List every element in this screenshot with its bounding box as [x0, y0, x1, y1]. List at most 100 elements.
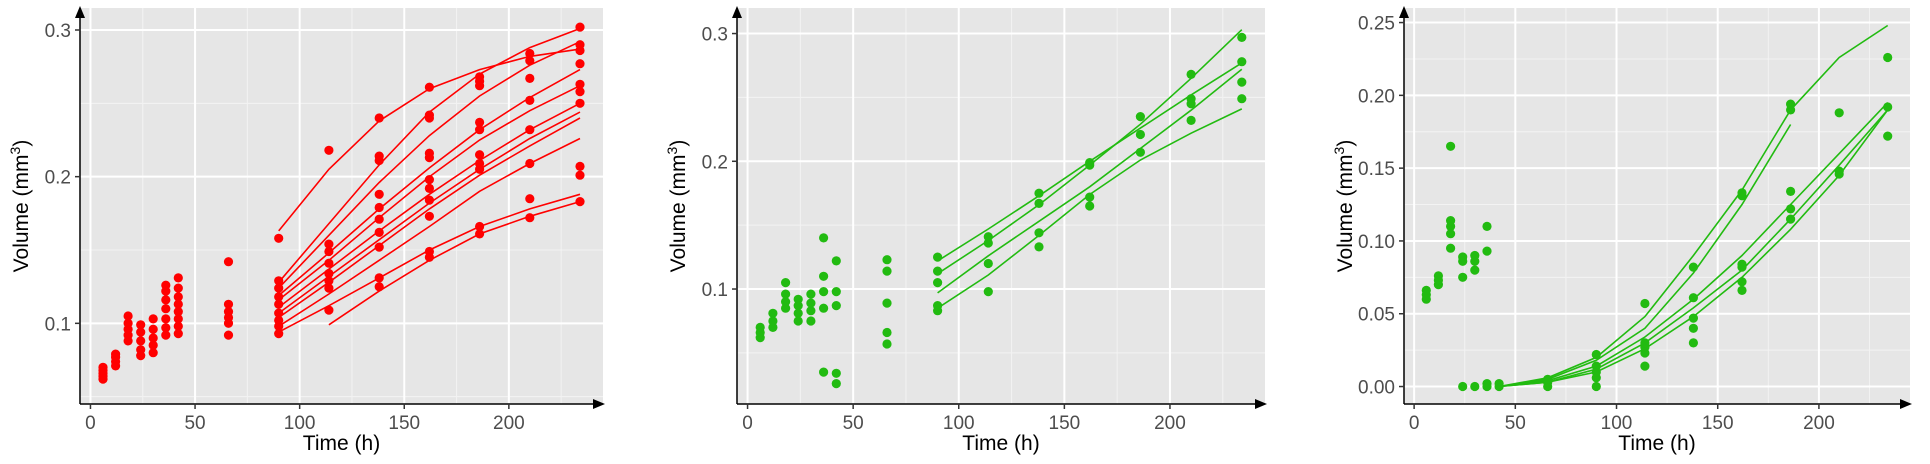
chart-1-data-point — [575, 161, 585, 171]
chart-1-data-point — [136, 345, 146, 355]
chart-2-data-point — [983, 258, 993, 269]
chart-2-data-point — [933, 278, 943, 288]
chart-1-data-point — [148, 340, 158, 350]
chart-1-data-point — [575, 59, 585, 69]
chart-1-data-point — [324, 268, 334, 279]
chart-1-x-tick-label: 100 — [284, 413, 316, 434]
chart-1-data-point — [424, 148, 434, 158]
chart-1-data-point — [161, 314, 171, 324]
chart-1-data-point — [148, 333, 158, 343]
chart-3-data-point — [1458, 272, 1468, 282]
chart-2-data-point — [983, 232, 993, 242]
chart-1-data-point — [173, 299, 183, 309]
chart-1-data-point — [424, 82, 434, 92]
chart-3-y-tick-label: 0.05 — [1358, 305, 1395, 326]
chart-1-data-point — [173, 329, 183, 339]
chart-1-data-point — [374, 273, 384, 283]
chart-3-data-point — [1640, 338, 1650, 348]
chart-1-data-point — [525, 48, 535, 59]
chart-1-data-point — [274, 283, 284, 293]
chart-2-data-point — [983, 238, 993, 248]
chart-3-data-point — [1421, 285, 1431, 295]
chart-1-data-point — [475, 125, 485, 135]
chart-2-data-point — [1186, 115, 1196, 125]
chart-3-data-point — [1786, 186, 1796, 196]
chart-1-data-point — [575, 22, 585, 32]
chart-2-data-point — [1237, 77, 1247, 87]
chart-3-data-point — [1688, 262, 1698, 272]
chart-2-data-point — [768, 322, 778, 332]
chart-1-data-point — [148, 314, 158, 324]
chart-1-data-point — [173, 292, 183, 302]
chart-1-data-point — [525, 73, 535, 83]
chart-3-data-point — [1737, 188, 1747, 198]
chart-3-x-tick-label: 100 — [1601, 413, 1633, 434]
chart-3-data-point — [1688, 323, 1698, 333]
chart-1-data-point — [475, 72, 485, 82]
chart-2-data-point — [1186, 94, 1196, 104]
chart-1-data-point — [374, 214, 384, 224]
chart-3-y-tick-label: 0.10 — [1358, 232, 1395, 253]
chart-1-data-point — [173, 307, 183, 317]
chart-3-data-point — [1786, 214, 1796, 224]
chart-1-y-axis-arrow — [75, 6, 85, 18]
chart-2-x-tick-label: 200 — [1154, 413, 1186, 434]
chart-2-data-point — [1085, 192, 1095, 202]
chart-1-data-point — [173, 314, 183, 324]
chart-2-data-point — [831, 379, 841, 389]
chart-1-y-tick-label: 0.2 — [45, 168, 71, 189]
chart-3-fit-line — [1499, 109, 1889, 388]
chart-1-y-tick-label: 0.3 — [45, 21, 71, 42]
chart-1-data-point — [173, 283, 183, 293]
chart-1-plot-background — [80, 8, 603, 404]
chart-2-data-point — [819, 303, 829, 313]
chart-3-y-tick-label: 0.15 — [1358, 159, 1395, 180]
chart-2-data-point — [1135, 129, 1145, 140]
chart-1-data-point — [223, 257, 234, 267]
chart-3-data-point — [1494, 379, 1504, 389]
chart-2-data-point — [1034, 188, 1044, 198]
chart-1-data-point — [274, 299, 284, 309]
chart-1-data-point — [374, 282, 384, 292]
chart-1-data-point — [161, 323, 171, 333]
chart-2-data-point — [793, 301, 803, 311]
chart-3-data-point — [1482, 379, 1492, 389]
chart-3-x-tick-label: 150 — [1702, 413, 1734, 434]
chart-1-data-point — [223, 330, 234, 340]
chart-1-data-point — [374, 202, 384, 213]
chart-3-y-tick-label: 0.20 — [1358, 86, 1395, 107]
chart-2-data-point — [983, 287, 993, 297]
chart-3-data-point — [1470, 250, 1480, 261]
chart-1-data-point — [525, 95, 535, 105]
chart-2-fit-line — [937, 68, 1243, 294]
chart-1-data-point — [136, 320, 146, 330]
chart-1-data-point — [424, 195, 434, 205]
chart-1-data-point — [575, 170, 585, 180]
chart-2-data-point — [806, 298, 816, 308]
chart-1-data-point — [148, 324, 158, 334]
chart-3-data-point — [1446, 229, 1456, 239]
chart-2-data-point — [882, 298, 892, 308]
chart-1-data-point — [136, 327, 146, 337]
chart-2-data-point — [819, 367, 829, 377]
chart-2-data-point — [933, 252, 943, 262]
chart-3-data-point — [1446, 243, 1456, 253]
chart-1-data-point — [475, 221, 485, 232]
chart-1-x-axis-arrow — [593, 399, 605, 409]
chart-2-plot-background — [737, 8, 1265, 404]
chart-1-data-point — [148, 348, 158, 358]
chart-1-data-point — [525, 56, 535, 66]
chart-2-data-point — [781, 289, 791, 299]
chart-1-data-point — [161, 304, 171, 314]
chart-3-data-point — [1737, 285, 1747, 295]
chart-2-data-point — [819, 233, 829, 243]
chart-1-data-point — [161, 295, 171, 305]
chart-2-x-tick-label: 0 — [742, 413, 753, 434]
chart-2-data-point — [768, 316, 778, 326]
chart-3-data-point — [1446, 141, 1456, 151]
chart-1-data-point — [324, 246, 334, 257]
chart-3-x-tick-label: 50 — [1505, 413, 1526, 434]
chart-3-data-point — [1834, 166, 1844, 176]
